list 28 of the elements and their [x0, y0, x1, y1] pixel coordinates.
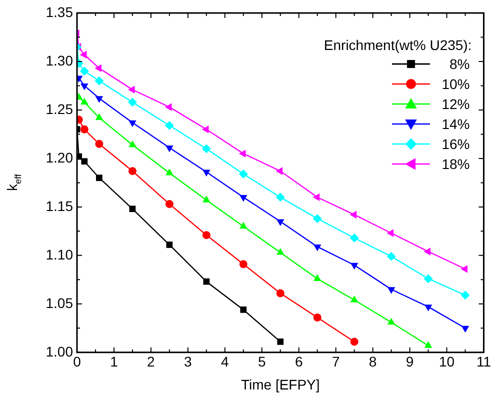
legend-label: 10%: [440, 76, 470, 92]
y-tick-label: 1.00: [46, 343, 74, 360]
y-tick-label: 1.20: [46, 149, 74, 166]
y-tick-label: 1.15: [46, 198, 74, 214]
x-tick-label: 7: [332, 354, 340, 370]
y-tick-label: 1.10: [46, 246, 74, 262]
x-tick-label: 9: [406, 354, 414, 370]
x-tick-label: 4: [221, 354, 230, 370]
legend-label: 14%: [440, 116, 470, 132]
x-tick-label: 6: [294, 354, 303, 370]
y-tick-label: 1.30: [46, 52, 74, 68]
x-tick-label: 2: [147, 354, 156, 370]
y-tick-label: 1.35: [46, 4, 74, 20]
legend-title: Enrichment(wt% U235):: [324, 37, 472, 53]
legend-label: 16%: [440, 136, 470, 152]
x-axis-title: Time [EFPY]: [240, 376, 320, 392]
x-tick-label: 10: [438, 354, 455, 370]
x-tick-label: 8: [368, 354, 377, 370]
legend-label: 8%: [448, 56, 470, 72]
x-tick-label: 11: [476, 354, 492, 370]
y-tick-label: 1.25: [46, 100, 74, 117]
legend-label: 18%: [440, 156, 470, 172]
x-tick-label: 1: [110, 354, 118, 370]
x-tick-label: 5: [258, 354, 266, 370]
x-tick-label: 0: [73, 354, 82, 370]
x-tick-label: 3: [184, 354, 192, 370]
y-tick-label: 1.05: [46, 294, 74, 311]
legend-label: 12%: [440, 96, 470, 112]
